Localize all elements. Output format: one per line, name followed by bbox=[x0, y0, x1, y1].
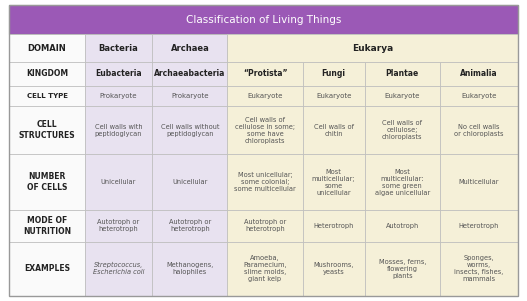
Text: Methanogens,
halophiles: Methanogens, halophiles bbox=[166, 262, 213, 275]
Bar bbox=[228, 62, 302, 86]
Bar bbox=[302, 154, 365, 210]
Bar bbox=[9, 154, 85, 210]
Text: Unicellular: Unicellular bbox=[172, 179, 208, 185]
Bar bbox=[228, 86, 302, 106]
Bar bbox=[302, 106, 365, 154]
Bar bbox=[152, 34, 228, 62]
Bar bbox=[152, 106, 228, 154]
Bar bbox=[440, 154, 518, 210]
Bar bbox=[365, 242, 440, 296]
Text: Cell walls of
cellulose in some;
some have
chloroplasts: Cell walls of cellulose in some; some ha… bbox=[235, 116, 295, 144]
Bar bbox=[85, 154, 152, 210]
Bar bbox=[440, 210, 518, 242]
Text: Animalia: Animalia bbox=[460, 69, 497, 78]
Text: “Protista”: “Protista” bbox=[243, 69, 287, 78]
Bar bbox=[365, 106, 440, 154]
Text: Cell walls of
chitin: Cell walls of chitin bbox=[314, 123, 354, 137]
Text: Archaea: Archaea bbox=[170, 44, 209, 53]
Bar bbox=[228, 242, 302, 296]
Text: Most unicellular;
some colonial;
some multicellular: Most unicellular; some colonial; some mu… bbox=[234, 172, 296, 192]
Bar bbox=[85, 62, 152, 86]
Text: Streptococcus,
Escherichia coli: Streptococcus, Escherichia coli bbox=[93, 262, 144, 275]
Text: Amoeba,
Paramecium,
slime molds,
giant kelp: Amoeba, Paramecium, slime molds, giant k… bbox=[243, 255, 287, 282]
Text: No cell walls
or chloroplasts: No cell walls or chloroplasts bbox=[454, 123, 503, 137]
Bar bbox=[302, 34, 365, 62]
Text: Plantae: Plantae bbox=[386, 69, 419, 78]
Text: Heterotroph: Heterotroph bbox=[458, 223, 499, 229]
Bar bbox=[9, 62, 85, 86]
Bar bbox=[228, 34, 302, 62]
Text: NUMBER
OF CELLS: NUMBER OF CELLS bbox=[27, 172, 67, 192]
Bar bbox=[9, 106, 85, 154]
Text: CELL
STRUCTURES: CELL STRUCTURES bbox=[19, 120, 75, 140]
Bar bbox=[85, 242, 152, 296]
Text: Bacteria: Bacteria bbox=[99, 44, 138, 53]
Text: Prokaryote: Prokaryote bbox=[171, 93, 209, 99]
Bar bbox=[440, 106, 518, 154]
Text: Eukaryote: Eukaryote bbox=[247, 93, 282, 99]
Text: Archaeabacteria: Archaeabacteria bbox=[154, 69, 226, 78]
Text: Cell walls with
peptidoglycan: Cell walls with peptidoglycan bbox=[95, 123, 142, 137]
Bar bbox=[9, 86, 85, 106]
Bar bbox=[228, 106, 302, 154]
Bar bbox=[9, 242, 85, 296]
Text: Autotroph or
heterotroph: Autotroph or heterotroph bbox=[169, 219, 211, 232]
Text: Multicellular: Multicellular bbox=[458, 179, 499, 185]
Bar bbox=[85, 86, 152, 106]
Bar bbox=[152, 62, 228, 86]
Text: Mosses, ferns,
flowering
plants: Mosses, ferns, flowering plants bbox=[378, 259, 426, 279]
Text: Autotroph: Autotroph bbox=[386, 223, 419, 229]
Text: Cell walls without
peptidoglycan: Cell walls without peptidoglycan bbox=[161, 123, 219, 137]
Text: Prokaryote: Prokaryote bbox=[100, 93, 137, 99]
Bar bbox=[302, 210, 365, 242]
Bar bbox=[440, 86, 518, 106]
Bar bbox=[9, 210, 85, 242]
Text: Sponges,
worms,
insects, fishes,
mammals: Sponges, worms, insects, fishes, mammals bbox=[454, 255, 503, 282]
Text: Eukarya: Eukarya bbox=[352, 44, 393, 53]
Bar bbox=[365, 86, 440, 106]
Bar bbox=[365, 62, 440, 86]
Bar bbox=[9, 34, 85, 62]
Bar bbox=[302, 62, 365, 86]
Text: Fungi: Fungi bbox=[321, 69, 346, 78]
Text: Mushrooms,
yeasts: Mushrooms, yeasts bbox=[314, 262, 354, 275]
Text: Most
multicellular:
some green
algae unicellular: Most multicellular: some green algae uni… bbox=[375, 169, 430, 196]
Bar bbox=[228, 210, 302, 242]
Text: MODE OF
NUTRITION: MODE OF NUTRITION bbox=[23, 216, 71, 236]
Bar bbox=[440, 34, 518, 62]
Text: Eubacteria: Eubacteria bbox=[95, 69, 142, 78]
Bar bbox=[152, 210, 228, 242]
Text: Eukaryote: Eukaryote bbox=[385, 93, 420, 99]
Bar bbox=[302, 86, 365, 106]
Text: Autotroph or
heterotroph: Autotroph or heterotroph bbox=[97, 219, 140, 232]
Bar bbox=[85, 210, 152, 242]
Bar bbox=[152, 154, 228, 210]
Bar bbox=[9, 5, 518, 34]
Bar bbox=[365, 210, 440, 242]
Text: Heterotroph: Heterotroph bbox=[314, 223, 354, 229]
Bar bbox=[152, 86, 228, 106]
Bar bbox=[302, 242, 365, 296]
Text: Unicellular: Unicellular bbox=[101, 179, 136, 185]
Text: Cell walls of
cellulose;
chloroplasts: Cell walls of cellulose; chloroplasts bbox=[382, 120, 423, 140]
Text: KINGDOM: KINGDOM bbox=[26, 69, 68, 78]
Text: Classification of Living Things: Classification of Living Things bbox=[186, 15, 341, 25]
Text: Most
multicellular;
some
unicellular: Most multicellular; some unicellular bbox=[312, 169, 355, 196]
Bar bbox=[365, 154, 440, 210]
Bar bbox=[85, 34, 152, 62]
Text: EXAMPLES: EXAMPLES bbox=[24, 264, 70, 273]
Text: CELL TYPE: CELL TYPE bbox=[26, 93, 67, 99]
Bar bbox=[228, 154, 302, 210]
Bar bbox=[365, 34, 440, 62]
Bar bbox=[228, 34, 518, 62]
Text: Eukaryote: Eukaryote bbox=[316, 93, 352, 99]
Bar bbox=[440, 62, 518, 86]
Text: Autotroph or
heterotroph: Autotroph or heterotroph bbox=[244, 219, 286, 232]
Bar bbox=[85, 106, 152, 154]
Text: Eukaryote: Eukaryote bbox=[461, 93, 496, 99]
Bar bbox=[440, 242, 518, 296]
Text: DOMAIN: DOMAIN bbox=[28, 44, 66, 53]
Bar bbox=[152, 242, 228, 296]
